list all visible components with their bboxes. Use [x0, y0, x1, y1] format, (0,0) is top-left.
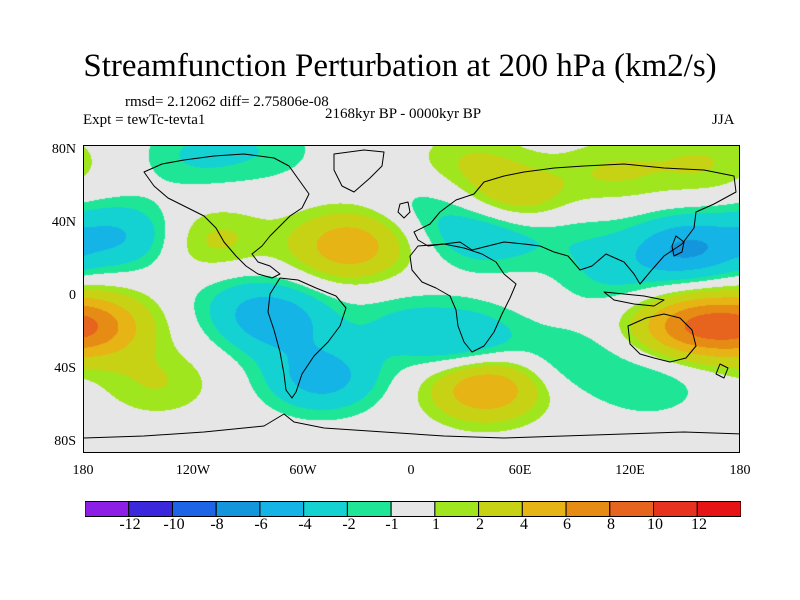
x-tick-label: 180 — [729, 463, 751, 478]
x-tick-label: 60W — [289, 463, 317, 478]
y-tick-label: 0 — [69, 288, 76, 303]
colorbar-swatch — [434, 501, 480, 517]
colorbar-swatch — [478, 501, 523, 517]
coast-new-zealand — [715, 363, 729, 379]
coast-japan — [671, 235, 685, 257]
colorbar-label: -6 — [254, 516, 268, 533]
coast-antarctica — [84, 413, 739, 439]
coast-south-america — [267, 277, 347, 399]
coastlines — [84, 149, 739, 439]
coast-eurasia — [413, 163, 737, 285]
x-tick-label: 120E — [615, 463, 645, 478]
colorbar-label: -4 — [298, 516, 312, 533]
colorbar-label: -2 — [342, 516, 356, 533]
coast-uk — [397, 201, 411, 219]
streamfunction-field — [84, 146, 739, 452]
colorbar-swatch — [85, 501, 130, 517]
period-label: 2168kyr BP - 0000kyr BP — [325, 106, 482, 122]
colorbar-label: -1 — [385, 516, 399, 533]
experiment-label: Expt = tewTc-tevta1 — [83, 112, 206, 128]
colorbar — [85, 501, 741, 517]
colorbar-label: -8 — [210, 516, 224, 533]
season-label: JJA — [712, 112, 735, 128]
colorbar-label: -12 — [119, 516, 141, 533]
colorbar-label: 8 — [607, 516, 615, 533]
colorbar-label: 10 — [647, 516, 663, 533]
x-tick-label: 0 — [407, 463, 415, 478]
y-tick-label: 80S — [54, 434, 76, 449]
y-tick-label: 40S — [54, 361, 76, 376]
colorbar-swatch — [171, 501, 217, 517]
colorbar-swatch — [128, 501, 173, 517]
x-tick-label: 120W — [175, 463, 211, 478]
coast-africa — [409, 243, 517, 353]
colorbar-label: 2 — [476, 516, 484, 533]
coast-greenland — [333, 149, 385, 193]
stats-label: rmsd= 2.12062 diff= 2.75806e-08 — [125, 94, 329, 110]
chart-title: Streamfunction Perturbation at 200 hPa (… — [83, 48, 717, 84]
colorbar-swatch — [259, 501, 305, 517]
colorbar-swatch — [521, 501, 567, 517]
colorbar-label: 1 — [432, 516, 440, 533]
y-tick-label: 40N — [51, 215, 76, 230]
colorbar-swatch — [565, 501, 611, 517]
colorbar-swatch — [609, 501, 655, 517]
colorbar-label: 4 — [520, 516, 528, 533]
colorbar-swatch — [215, 501, 261, 517]
colorbar-label: 12 — [691, 516, 707, 533]
map-plot-area — [83, 145, 740, 453]
x-tick-label: 180 — [72, 463, 94, 478]
coast-australia — [627, 313, 697, 363]
colorbar-swatch — [696, 501, 741, 517]
colorbar-label: -10 — [163, 516, 185, 533]
y-tick-label: 80N — [51, 142, 76, 157]
coast-north-america — [143, 153, 310, 279]
colorbar-label: 6 — [563, 516, 571, 533]
colorbar-swatch — [303, 501, 348, 517]
x-tick-label: 60E — [508, 463, 532, 478]
colorbar-swatch — [346, 501, 392, 517]
coast-indonesia — [603, 291, 665, 307]
colorbar-swatch — [653, 501, 698, 517]
colorbar-swatch — [390, 501, 436, 517]
